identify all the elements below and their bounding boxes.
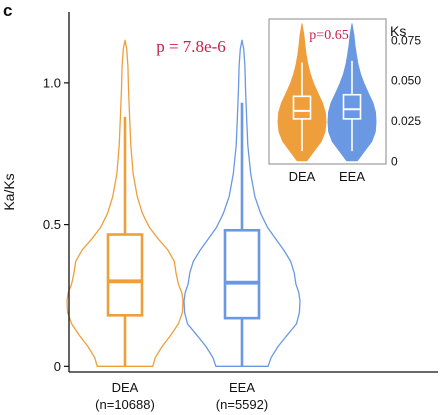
main-annotation-pvalue: p = 7.8e-6	[156, 37, 226, 56]
inset-box-dea	[292, 95, 312, 120]
inset-box-eea	[342, 93, 362, 120]
inset-y-ticks: 0 0.025 0.050 0.075	[391, 33, 421, 168]
inset-y-tick-label: 0.025	[391, 114, 421, 128]
inset-y-tick-label: 0.050	[391, 74, 421, 88]
main-y-tick-label: 0.5	[43, 217, 61, 232]
main-y-tick-label: 1.0	[43, 75, 61, 90]
main-y-ticks: 0 0.5 1.0	[43, 75, 69, 374]
inset-x-tick-label-dea: DEA	[289, 169, 316, 184]
inset-y-tick-label: 0.075	[391, 33, 421, 47]
inset-violins	[277, 23, 377, 162]
main-violin-dea	[66, 39, 184, 367]
main-violins	[66, 39, 301, 367]
main-x-tick-label-eea-count: (n=5592)	[216, 397, 268, 412]
inset-annotation-pvalue: p=0.65	[309, 28, 348, 43]
inset-plot: 0 0.025 0.050 0.075 Ks p=0.65 DEA EEA	[268, 18, 421, 184]
main-plot: 0 0.5 1.0 Ka/Ks p = 7.8e-6 DEA (n=10688) E…	[1, 12, 438, 412]
main-x-tick-label-dea-count: (n=10688)	[95, 397, 155, 412]
main-violin-eea	[183, 39, 301, 367]
main-y-tick-label: 0	[54, 359, 61, 374]
main-x-tick-label-eea: EEA	[229, 380, 255, 395]
inset-y-tick-label: 0	[391, 154, 398, 168]
main-y-axis-label: Ka/Ks	[1, 173, 17, 210]
panel-label: c	[3, 1, 12, 20]
main-box-eea	[223, 228, 261, 320]
inset-x-tick-label-eea: EEA	[339, 169, 365, 184]
inset-y-axis-label: Ks	[390, 23, 406, 39]
main-x-tick-label-dea: DEA	[112, 380, 139, 395]
main-box-dea	[106, 233, 144, 317]
